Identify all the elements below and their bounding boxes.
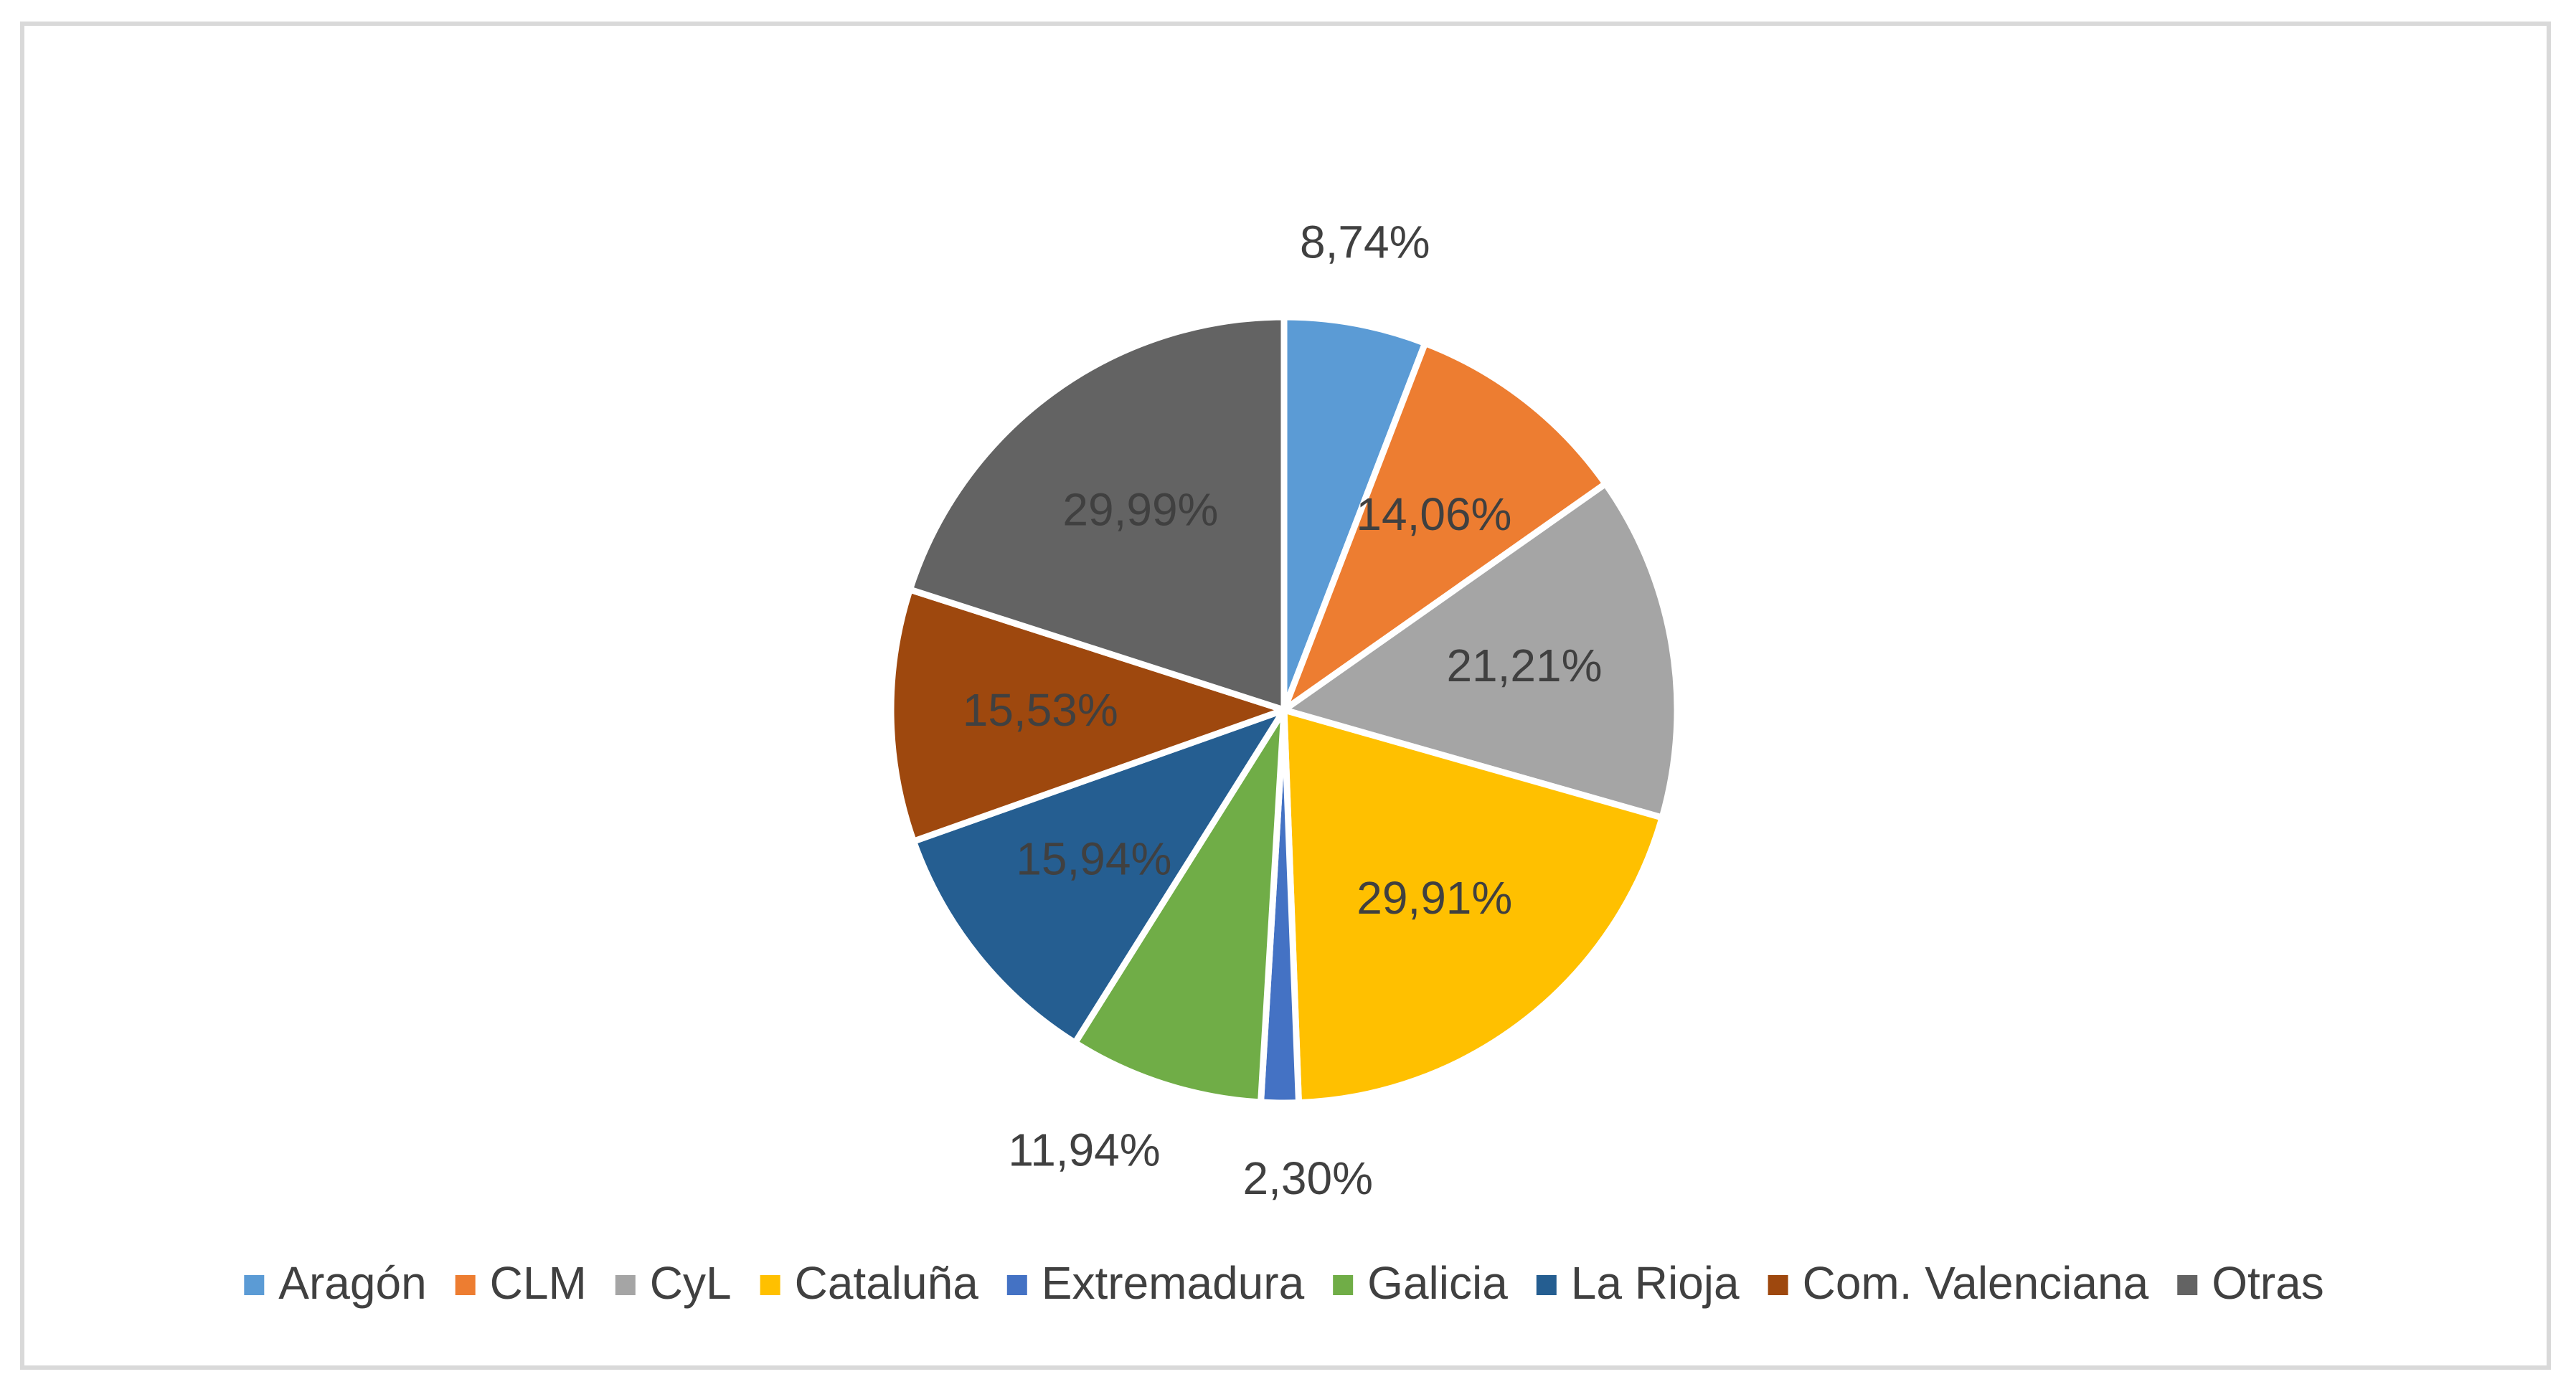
legend-label-com-valenciana: Com. Valenciana bbox=[1803, 1257, 2149, 1309]
legend-label-clm: CLM bbox=[490, 1257, 587, 1309]
data-label-clm: 14,06% bbox=[1356, 488, 1511, 540]
legend-swatch-otras bbox=[2177, 1275, 2198, 1295]
pie-slice-galicia bbox=[1072, 706, 1288, 1106]
legend-item-galicia: Galicia bbox=[1333, 1257, 1508, 1309]
data-label-cataluna: 29,91% bbox=[1357, 872, 1512, 924]
legend-swatch-cyl bbox=[615, 1275, 636, 1295]
legend-label-cataluna: Cataluña bbox=[795, 1257, 979, 1309]
pie-slice-com-valenciana bbox=[887, 586, 1288, 845]
pie-slices bbox=[887, 313, 1681, 1107]
legend-label-galicia: Galicia bbox=[1367, 1257, 1508, 1309]
data-labels: 8,74% 14,06% 21,21% 29,91% 2,30% 11,94% 15,94%… bbox=[963, 216, 1603, 1204]
legend-swatch-com-valenciana bbox=[1768, 1275, 1788, 1295]
data-label-extremadura: 2,30% bbox=[1243, 1152, 1373, 1204]
legend-item-com-valenciana: Com. Valenciana bbox=[1768, 1257, 2149, 1309]
pie-slice-otras bbox=[906, 313, 1288, 714]
data-label-otras: 29,99% bbox=[1062, 483, 1218, 535]
legend-label-aragon: Aragón bbox=[278, 1257, 426, 1309]
pie-slice-la-rioja bbox=[910, 706, 1288, 1046]
legend-label-cyl: CyL bbox=[650, 1257, 732, 1309]
legend-label-extremadura: Extremadura bbox=[1042, 1257, 1305, 1309]
legend: Aragón CLM CyL Cataluña Extremadura Galicia La… bbox=[244, 1257, 2324, 1309]
data-label-la-rioja: 15,94% bbox=[1016, 833, 1171, 884]
data-label-galicia: 11,94% bbox=[1008, 1124, 1160, 1175]
legend-item-cataluna: Cataluña bbox=[760, 1257, 979, 1309]
legend-item-cyl: CyL bbox=[615, 1257, 732, 1309]
pie-slice-clm bbox=[1280, 339, 1609, 714]
data-label-cyl: 21,21% bbox=[1446, 640, 1602, 691]
legend-item-la-rioja: La Rioja bbox=[1536, 1257, 1740, 1309]
legend-item-clm: CLM bbox=[455, 1257, 587, 1309]
legend-label-la-rioja: La Rioja bbox=[1571, 1257, 1740, 1309]
data-label-aragon: 8,74% bbox=[1300, 216, 1430, 267]
legend-swatch-galicia bbox=[1333, 1275, 1354, 1295]
legend-swatch-clm bbox=[455, 1275, 476, 1295]
pie-slice-cataluna bbox=[1280, 706, 1666, 1107]
data-label-com-valenciana: 15,53% bbox=[963, 684, 1118, 736]
pie-slice-cyl bbox=[1280, 480, 1681, 821]
legend-item-extremadura: Extremadura bbox=[1006, 1257, 1305, 1309]
legend-swatch-extremadura bbox=[1006, 1275, 1027, 1295]
legend-swatch-aragon bbox=[244, 1275, 265, 1295]
legend-swatch-cataluna bbox=[760, 1275, 780, 1295]
legend-swatch-la-rioja bbox=[1536, 1275, 1557, 1295]
legend-item-aragon: Aragón bbox=[244, 1257, 427, 1309]
legend-item-otras: Otras bbox=[2177, 1257, 2324, 1309]
legend-label-otras: Otras bbox=[2212, 1257, 2323, 1309]
